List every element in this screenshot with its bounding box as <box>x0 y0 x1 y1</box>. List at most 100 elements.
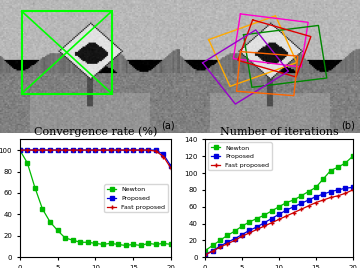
Proposed <box>247 229 252 232</box>
Proposed <box>351 186 355 189</box>
Proposed <box>225 240 230 244</box>
Proposed <box>86 148 90 152</box>
Newton <box>203 249 207 252</box>
Fast proposed <box>169 167 173 170</box>
Proposed <box>25 148 30 152</box>
Proposed <box>63 148 67 152</box>
Fast proposed <box>40 148 45 152</box>
Fast proposed <box>123 148 128 152</box>
Newton <box>336 166 340 169</box>
Fast proposed <box>255 228 259 231</box>
Newton <box>48 220 52 224</box>
Proposed <box>314 195 318 198</box>
Proposed <box>55 148 60 152</box>
Fast proposed <box>299 208 303 211</box>
Newton <box>299 194 303 198</box>
Newton <box>131 243 135 246</box>
Newton <box>233 230 237 233</box>
Proposed <box>210 249 215 252</box>
Proposed <box>203 253 207 256</box>
Newton <box>329 169 333 172</box>
Proposed <box>292 205 296 208</box>
Title: Number of iterations: Number of iterations <box>220 127 338 137</box>
Newton <box>343 161 348 165</box>
Line: Proposed: Proposed <box>18 148 173 168</box>
Fast proposed <box>131 148 135 152</box>
Newton <box>55 229 60 232</box>
Fast proposed <box>351 188 355 192</box>
Fast proposed <box>63 148 67 152</box>
Newton <box>108 242 113 245</box>
Proposed <box>131 148 135 152</box>
Proposed <box>277 213 281 216</box>
Fast proposed <box>306 204 311 207</box>
Proposed <box>299 202 303 205</box>
Fast proposed <box>343 192 348 195</box>
Proposed <box>169 165 173 168</box>
Proposed <box>343 187 348 190</box>
Fast proposed <box>210 250 215 253</box>
Newton <box>262 214 266 217</box>
Newton <box>284 201 289 204</box>
Proposed <box>269 217 274 220</box>
Proposed <box>33 148 37 152</box>
Proposed <box>116 148 120 152</box>
Fast proposed <box>321 198 325 202</box>
Proposed <box>48 148 52 152</box>
Legend: Newton, Proposed, Fast proposed: Newton, Proposed, Fast proposed <box>104 184 168 212</box>
Proposed <box>123 148 128 152</box>
Fast proposed <box>86 148 90 152</box>
Line: Newton: Newton <box>203 154 355 252</box>
Fast proposed <box>146 148 150 152</box>
Line: Fast proposed: Fast proposed <box>203 188 355 257</box>
Proposed <box>284 209 289 212</box>
Proposed <box>146 148 150 152</box>
Fast proposed <box>139 148 143 152</box>
Newton <box>314 186 318 189</box>
Fast proposed <box>101 148 105 152</box>
Fast proposed <box>33 148 37 152</box>
Proposed <box>108 148 113 152</box>
Proposed <box>255 225 259 229</box>
Fast proposed <box>116 148 120 152</box>
Newton <box>63 236 67 240</box>
Newton <box>292 198 296 202</box>
Fast proposed <box>218 245 222 249</box>
Newton <box>93 242 98 245</box>
Newton <box>123 244 128 247</box>
Fast proposed <box>284 214 289 218</box>
Fast proposed <box>277 218 281 221</box>
Fast proposed <box>78 148 82 152</box>
Proposed <box>154 148 158 152</box>
Newton <box>240 225 244 228</box>
Proposed <box>161 153 166 156</box>
Line: Proposed: Proposed <box>203 186 355 256</box>
Newton <box>139 244 143 247</box>
Text: (a): (a) <box>161 120 175 130</box>
Proposed <box>40 148 45 152</box>
Fast proposed <box>247 231 252 234</box>
Fast proposed <box>262 225 266 228</box>
Newton <box>351 155 355 158</box>
Proposed <box>233 237 237 240</box>
Fast proposed <box>336 194 340 198</box>
Fast proposed <box>292 211 296 214</box>
Proposed <box>71 148 75 152</box>
Newton <box>255 217 259 220</box>
Fast proposed <box>269 221 274 224</box>
Fast proposed <box>108 148 113 152</box>
Fast proposed <box>329 196 333 199</box>
Newton <box>218 239 222 242</box>
Newton <box>306 190 311 193</box>
Newton <box>40 207 45 211</box>
Proposed <box>336 188 340 192</box>
Newton <box>210 244 215 247</box>
Newton <box>169 243 173 246</box>
Newton <box>101 243 105 246</box>
Newton <box>116 243 120 246</box>
Newton <box>86 241 90 244</box>
Line: Fast proposed: Fast proposed <box>17 148 174 171</box>
Line: Newton: Newton <box>18 148 173 247</box>
Fast proposed <box>225 242 230 245</box>
Newton <box>33 186 37 189</box>
